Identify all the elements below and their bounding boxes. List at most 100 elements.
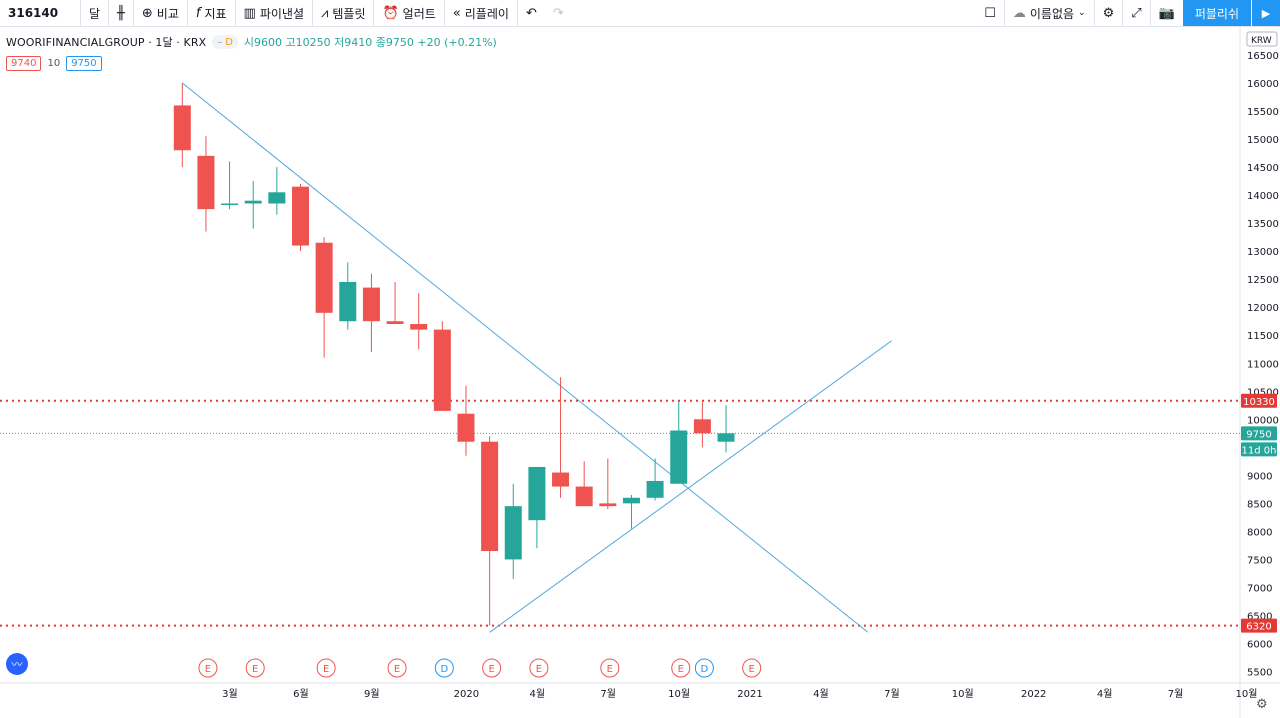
chart-legend: WOORIFINANCIALGROUP · 1달 · KRX – D 시9600 … [6,34,497,50]
candle-body[interactable] [292,186,309,246]
candle-body[interactable] [386,321,404,325]
replay-label: 리플레이 [464,6,509,21]
x-tick-label: 7월 [600,688,616,700]
fullscreen-button[interactable]: ⤢ [1123,0,1149,26]
event-marker-label: E [488,664,494,675]
candle-body[interactable] [528,466,546,521]
resistance-price-label-bg [1241,393,1277,408]
y-tick-label: 14000 [1247,191,1279,202]
bar-countdown-label: 11d 0h [1242,445,1277,456]
candle-body[interactable] [481,441,499,552]
tradingview-logo[interactable]: 〰 [6,653,28,675]
layout-name-button[interactable]: ☁ 이름없음 ⌄ [1005,0,1094,26]
event-marker[interactable] [316,658,336,678]
event-marker-label: E [748,664,754,675]
event-marker[interactable] [742,658,762,678]
candle-body[interactable] [504,506,522,560]
candle-body[interactable] [221,203,239,206]
y-tick-label: 5500 [1247,668,1272,679]
trendline[interactable] [489,340,892,633]
expand-icon: ⤢ [1131,5,1142,21]
undo-icon: ↶ [525,5,537,21]
candle-body[interactable] [457,413,475,442]
candle-body[interactable] [646,480,664,498]
undo-button[interactable]: ↶ [518,0,545,26]
x-tick-label: 10월 [1235,688,1257,700]
divider [108,0,110,26]
event-marker[interactable] [671,658,691,678]
candle-body[interactable] [197,155,215,210]
ask-price[interactable]: 9750 [66,56,102,71]
trendline[interactable] [181,82,869,633]
price-chart[interactable]: 16500 16000 15500 15000 14500 14000 13500 13000… [0,27,1280,718]
y-tick-label: 11000 [1247,359,1279,370]
symbol-search[interactable]: 316140 [8,6,59,20]
event-marker[interactable] [387,658,407,678]
candle-body[interactable] [244,200,262,204]
y-tick-label: 16500 [1247,51,1279,62]
candle-body[interactable] [622,497,640,504]
event-marker[interactable] [600,658,620,678]
candle-body[interactable] [315,242,333,313]
x-tick-label: 2020 [454,689,479,700]
candle-body[interactable] [693,419,711,434]
event-marker[interactable] [482,658,502,678]
layout-name-label: 이름없음 [1029,6,1075,21]
dividend-tag-label: D [225,36,233,48]
bid-price[interactable]: 9740 [6,56,42,71]
publish-play-button[interactable]: ▶ [1251,0,1280,26]
play-icon: ▶ [1261,6,1271,20]
settings-button[interactable]: ⚙ [1095,0,1123,26]
candle-body[interactable] [362,287,380,322]
event-marker[interactable] [245,658,265,678]
chevron-down-icon: ⌄ [1078,8,1086,18]
financials-button[interactable]: ▥ 파이낸셜 [236,0,312,26]
y-tick-label: 11500 [1247,331,1279,342]
axis-settings-icon[interactable]: ⚙ [1256,697,1268,712]
publish-button[interactable]: 퍼블리쉬 [1182,0,1251,26]
interval-button[interactable]: 달 [81,0,108,26]
event-marker[interactable] [198,658,218,678]
candle-body[interactable] [552,472,570,487]
chart-type-button[interactable]: ╫ [109,0,133,26]
event-marker-label: E [205,664,211,675]
candle-body[interactable] [599,503,617,507]
event-marker-label: E [394,664,400,675]
symbol-title[interactable]: WOORIFINANCIALGROUP · 1달 · KRX [6,36,207,49]
candle-body[interactable] [173,105,191,151]
divider [1003,0,1005,26]
indicators-label: 지표 [204,6,227,21]
y-tick-label: 9000 [1247,471,1272,482]
candle-body[interactable] [410,324,428,330]
alarm-clock-icon: ⏰ [382,5,399,21]
fullscreen-layout-button[interactable]: ☐ [976,0,1004,26]
financials-label: 파이낸셜 [259,6,305,21]
redo-button[interactable]: ↷ [545,0,572,26]
candle-body[interactable] [268,192,286,204]
plus-circle-icon: ⊕ [141,5,153,21]
event-marker[interactable] [694,658,714,678]
y-tick-label: 10000 [1247,415,1279,426]
y-tick-label: 12500 [1247,275,1279,286]
dividend-tag[interactable]: – D [212,35,238,49]
x-tick-label: 4월 [813,688,829,700]
candle-body[interactable] [575,486,593,507]
snapshot-button[interactable]: 📷 [1151,0,1183,26]
candle-body[interactable] [433,329,451,411]
x-tick-label: 10월 [668,688,690,700]
divider [234,0,236,26]
y-tick-label: 15500 [1247,107,1279,118]
candle-body[interactable] [717,433,735,442]
event-marker[interactable] [434,658,454,678]
event-marker[interactable] [529,658,549,678]
compare-button[interactable]: ⊕ 비교 [134,0,187,26]
indicators-button[interactable]: f 지표 [188,0,235,26]
y-tick-label: 13000 [1247,247,1279,258]
alert-button[interactable]: ⏰ 얼러트 [374,0,443,26]
replay-button[interactable]: «리플레이 [445,0,517,26]
templates-button[interactable]: ⩘ 템플릿 [313,0,373,26]
divider [80,0,81,26]
toolbar-right: ☐ ☁ 이름없음 ⌄ ⚙ ⤢ 📷 퍼블리쉬 ▶ [976,0,1280,26]
candle-body[interactable] [339,281,357,322]
candle-body[interactable] [670,430,688,484]
